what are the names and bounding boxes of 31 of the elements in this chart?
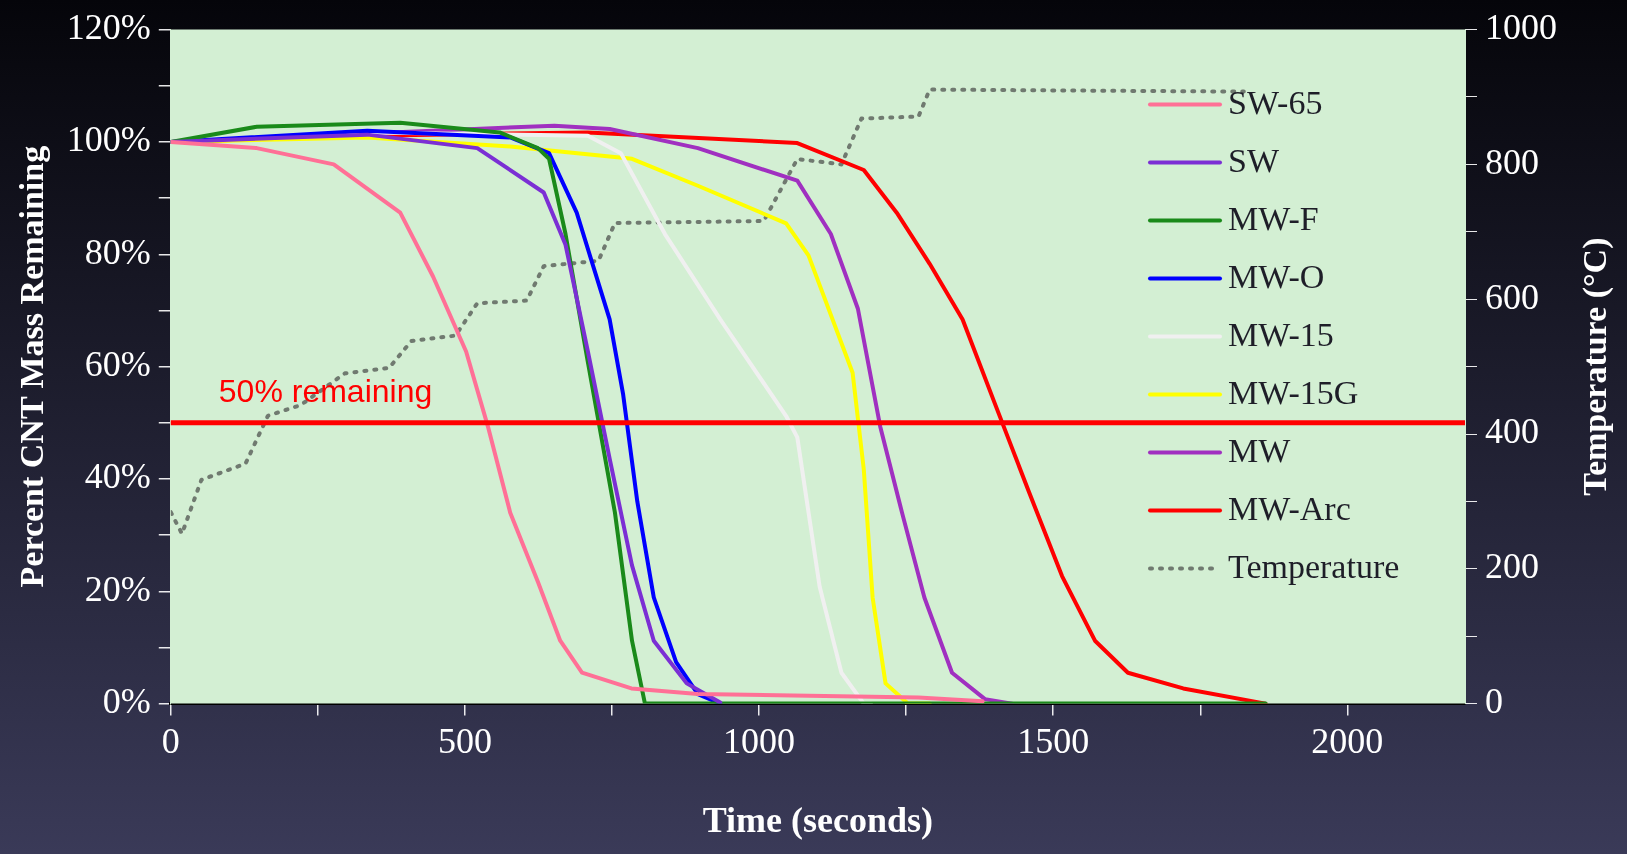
- y2-tick-label: 0: [1485, 681, 1503, 722]
- legend-label: Temperature: [1228, 547, 1400, 585]
- y-tick-label: 80%: [84, 231, 151, 272]
- y-tick-label: 120%: [66, 7, 151, 48]
- x-axis-title: Time (seconds): [702, 799, 934, 840]
- ref-line-label: 50% remaining: [218, 372, 433, 409]
- y2-tick-label: 600: [1485, 276, 1539, 317]
- y-tick-label: 0%: [102, 681, 151, 722]
- y-tick-label: 20%: [84, 568, 151, 609]
- legend-label: MW-F: [1228, 199, 1319, 237]
- x-tick-label: 1000: [723, 720, 796, 761]
- legend-label: SW: [1228, 141, 1280, 179]
- legend-label: MW-15: [1228, 315, 1334, 353]
- y2-axis-title: Temperature (°C): [1575, 237, 1614, 496]
- y-tick-label: 100%: [66, 119, 151, 160]
- legend-label: MW: [1228, 431, 1292, 469]
- x-tick-label: 1500: [1017, 720, 1090, 761]
- y-axis-title: Percent CNT Mass Remaining: [13, 145, 51, 588]
- legend-label: MW-15G: [1228, 373, 1359, 411]
- y-tick-label: 60%: [84, 344, 151, 385]
- legend-label: MW-Arc: [1228, 489, 1351, 527]
- y-tick-label: 40%: [84, 456, 151, 497]
- y2-tick-label: 1000: [1485, 7, 1557, 48]
- y2-tick-label: 800: [1485, 141, 1539, 182]
- x-tick-label: 500: [437, 720, 492, 761]
- x-tick-label: 0: [161, 720, 180, 761]
- y2-tick-label: 200: [1485, 546, 1539, 587]
- x-tick-label: 2000: [1311, 720, 1384, 761]
- legend-label: MW-O: [1228, 257, 1325, 295]
- y2-tick-label: 400: [1485, 411, 1539, 452]
- legend-label: SW-65: [1228, 83, 1323, 121]
